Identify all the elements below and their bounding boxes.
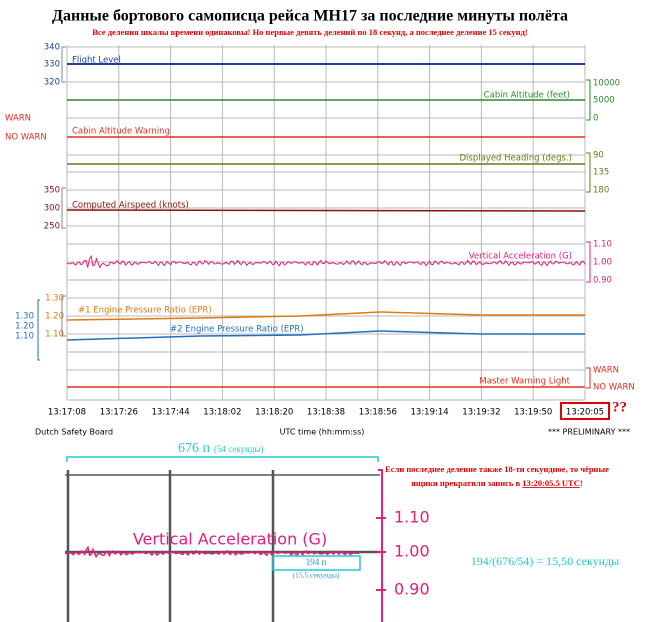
tick-label: 320 bbox=[44, 78, 60, 88]
time-label: 13:17:26 bbox=[100, 408, 138, 418]
span-label: 194 п bbox=[306, 557, 327, 567]
time-label: 13:19:32 bbox=[462, 408, 500, 418]
tick-label: 350 bbox=[44, 186, 60, 196]
tick-label: 300 bbox=[44, 204, 60, 214]
trace bbox=[66, 254, 586, 269]
title: Данные бортового самописца рейса МН17 за… bbox=[52, 8, 568, 25]
trace-label: #2 Engine Pressure Ratio (EPR) bbox=[170, 325, 304, 335]
time-label: 13:17:08 bbox=[48, 408, 86, 418]
tick-label: 1.00 bbox=[593, 258, 612, 268]
inset-axis bbox=[376, 469, 386, 622]
footer: UTC time (hh:mm:ss) bbox=[280, 428, 365, 437]
conclusion-part: ! bbox=[580, 478, 583, 488]
tick-label: 0.90 bbox=[593, 276, 612, 286]
span-label: (54 секунды) bbox=[214, 444, 264, 454]
conclusion-part: ящики прекратили запись в bbox=[411, 478, 522, 488]
footer: *** PRELIMINARY *** bbox=[548, 428, 630, 437]
time-axis: 13:17:08 13:17:26 13:17:44 13:18:02 13:18:20… bbox=[48, 408, 604, 418]
axis-bracket bbox=[37, 299, 40, 361]
trace-label: Computed Airspeed (knots) bbox=[72, 201, 189, 211]
tick-label: 90 bbox=[593, 151, 604, 161]
conclusion-part: 13:20:05.5 UTC bbox=[522, 478, 580, 488]
time-label: 13:18:38 bbox=[307, 408, 345, 418]
conclusion: ящики прекратили запись в 13:20:05.5 UTC… bbox=[411, 478, 583, 488]
conclusion: Если последнее деление также 18-ти секун… bbox=[385, 464, 609, 474]
tick-label: 135 bbox=[593, 168, 609, 178]
tick-label: WARN bbox=[5, 114, 31, 124]
tick-label: 1.20 bbox=[15, 322, 34, 332]
question: ?? bbox=[612, 399, 627, 415]
tick-label: 1.20 bbox=[45, 312, 64, 322]
tick-label: 330 bbox=[44, 60, 60, 70]
time-label: 13:18:02 bbox=[203, 408, 241, 418]
span-label: (15,5 секунды) bbox=[293, 571, 340, 580]
tick-label: 10000 bbox=[593, 79, 620, 89]
trace-label: #1 Engine Pressure Ratio (EPR) bbox=[78, 306, 212, 316]
tick-label: NO WARN bbox=[5, 133, 47, 143]
tick-label: 340 bbox=[44, 43, 60, 53]
tick-label: 0 bbox=[593, 114, 598, 124]
trace bbox=[66, 311, 585, 321]
tick-label: 1.30 bbox=[15, 312, 34, 322]
trace bbox=[64, 545, 361, 559]
tick-label: 1.00 bbox=[394, 542, 430, 561]
tick-label: 5000 bbox=[593, 96, 615, 106]
time-label: 13:19:14 bbox=[411, 408, 449, 418]
tick-label: 250 bbox=[44, 222, 60, 232]
tick-label: 180 bbox=[593, 186, 609, 196]
axis-bracket bbox=[586, 367, 591, 389]
time-label: 13:18:20 bbox=[255, 408, 293, 418]
span-label: 676 п bbox=[178, 441, 211, 456]
footer: Dutch Safety Board bbox=[35, 428, 113, 437]
time-label: 13:17:44 bbox=[152, 408, 190, 418]
time-label: 13:19:50 bbox=[514, 408, 552, 418]
span-box bbox=[272, 555, 361, 571]
trace-label: Vertical Acceleration (G) bbox=[133, 530, 327, 549]
trace-label: Cabin Altitude Warning bbox=[72, 127, 170, 137]
trace-label: Flight Level bbox=[72, 56, 121, 66]
tick-label: 1.10 bbox=[593, 240, 612, 250]
trace-label: Displayed Heading (degs.) bbox=[459, 154, 572, 164]
tick-label: 1.10 bbox=[45, 330, 64, 340]
axis-bracket bbox=[586, 241, 591, 283]
formula: 194/(676/54) = 15,50 секунды bbox=[471, 554, 619, 568]
span-bracket bbox=[66, 456, 379, 462]
axis-bracket bbox=[61, 46, 66, 337]
trace-label: Vertical Acceleration (G) bbox=[469, 252, 572, 262]
trace bbox=[66, 209, 586, 212]
axis-bracket bbox=[586, 152, 591, 193]
trace-label: Master Warning Light bbox=[479, 377, 570, 387]
time-label: 13:20:05 bbox=[566, 408, 604, 418]
note: Все деления шкалы времени одинаковы! Но … bbox=[92, 27, 528, 37]
trace-label: Cabin Altitude (feet) bbox=[484, 91, 570, 101]
trace bbox=[66, 330, 585, 341]
tick-label: 1.30 bbox=[45, 294, 64, 304]
tick-label: NO WARN bbox=[593, 383, 635, 393]
tick-label: 1.10 bbox=[15, 332, 34, 342]
tick-label: 0.90 bbox=[394, 580, 430, 599]
tick-label: WARN bbox=[593, 366, 619, 376]
tick-label: 1.10 bbox=[394, 508, 430, 527]
time-label: 13:18:56 bbox=[359, 408, 397, 418]
axis-bracket bbox=[586, 79, 591, 121]
highlight-box bbox=[560, 402, 610, 420]
